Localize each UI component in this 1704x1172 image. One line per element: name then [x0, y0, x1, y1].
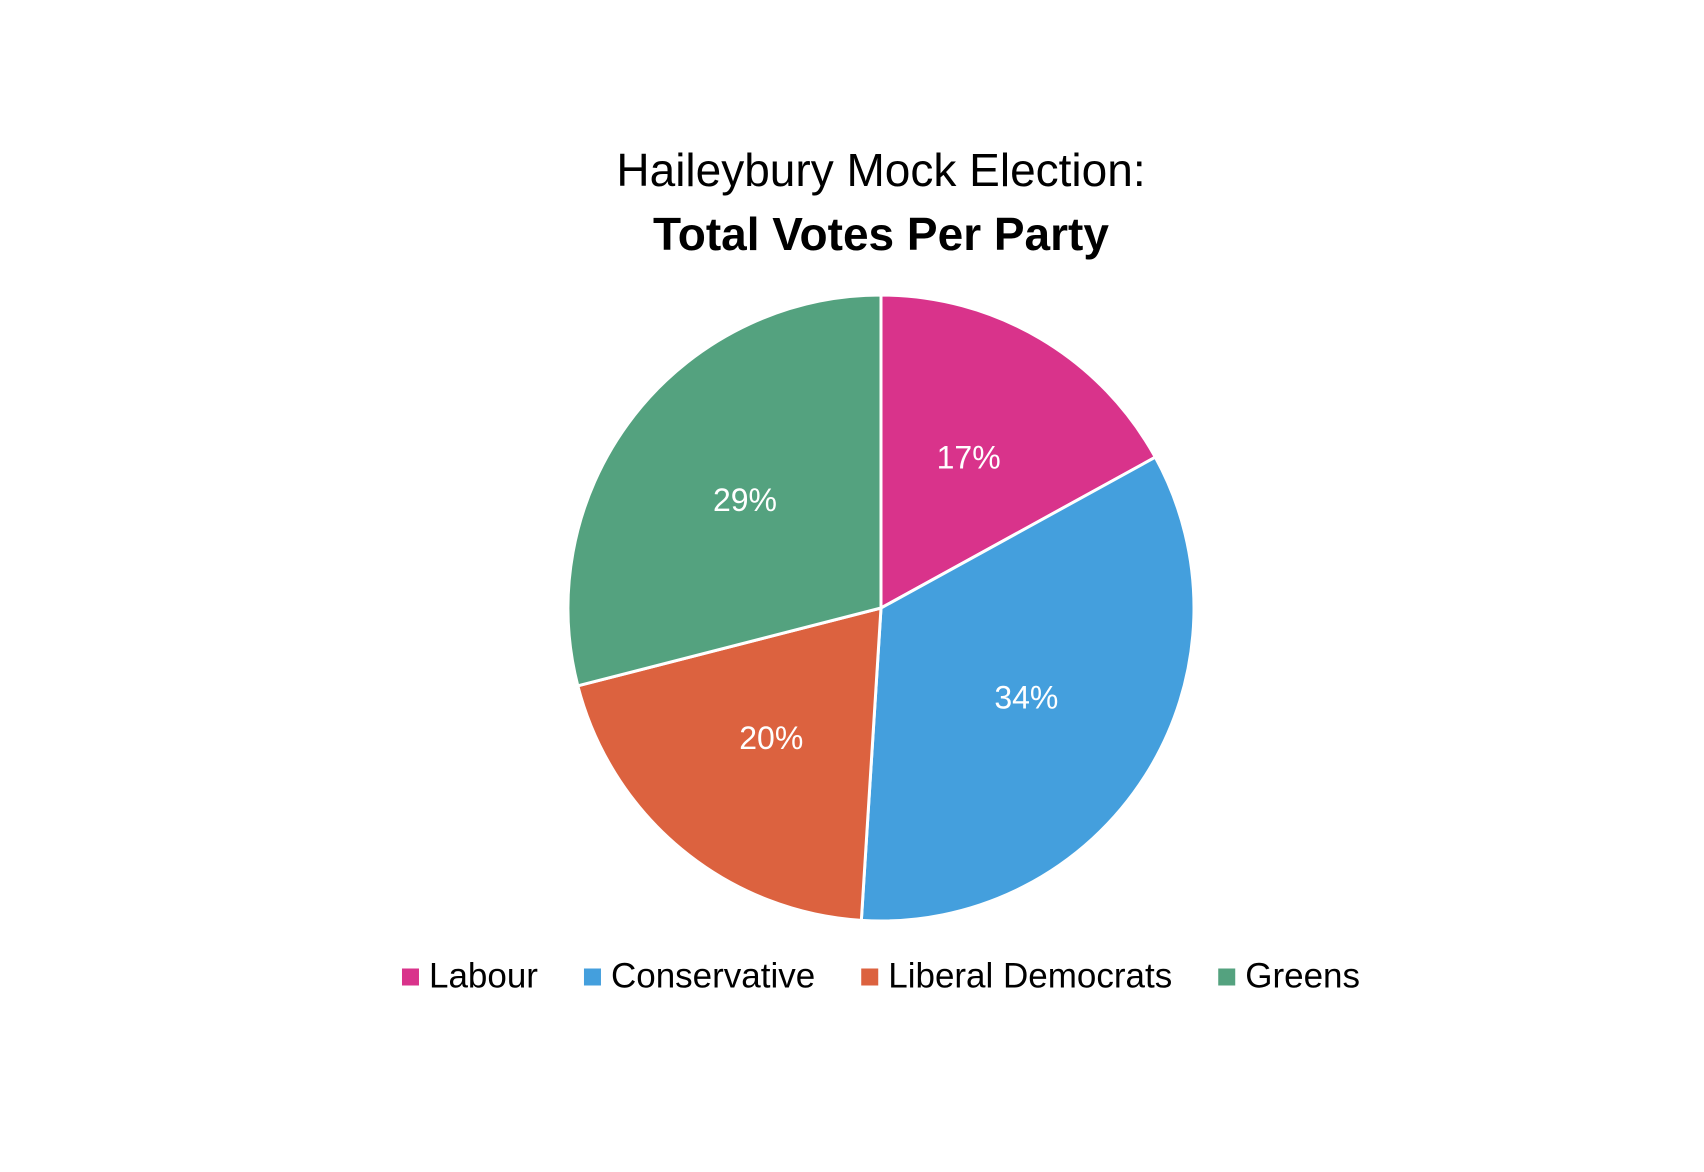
data-label: 34% — [994, 680, 1058, 716]
data-label: 17% — [937, 439, 1001, 475]
pie-slice — [859, 455, 1196, 923]
legend: Labour Conservative Liberal Democrats Green… — [401, 956, 1360, 995]
pie-slice — [879, 293, 1158, 611]
data-label: 29% — [713, 482, 777, 518]
data-label: 20% — [739, 720, 803, 756]
legend-label: Greens — [1245, 956, 1360, 995]
legend-label: Labour — [429, 956, 538, 995]
pie-slice — [576, 606, 883, 922]
data-labels: 17% 34% 20% 29% — [713, 439, 1058, 756]
legend-swatch — [583, 968, 601, 986]
legend-swatch — [1218, 968, 1236, 986]
pie-slice — [566, 293, 883, 688]
legend-label: Conservative — [611, 956, 815, 995]
chart-title: Haileybury Mock Election: — [616, 144, 1145, 196]
legend-swatch — [861, 968, 879, 986]
legend-swatch — [401, 968, 419, 986]
chart-subtitle: Total Votes Per Party — [653, 208, 1109, 260]
legend-label: Liberal Democrats — [888, 956, 1172, 995]
pie — [566, 293, 1196, 923]
